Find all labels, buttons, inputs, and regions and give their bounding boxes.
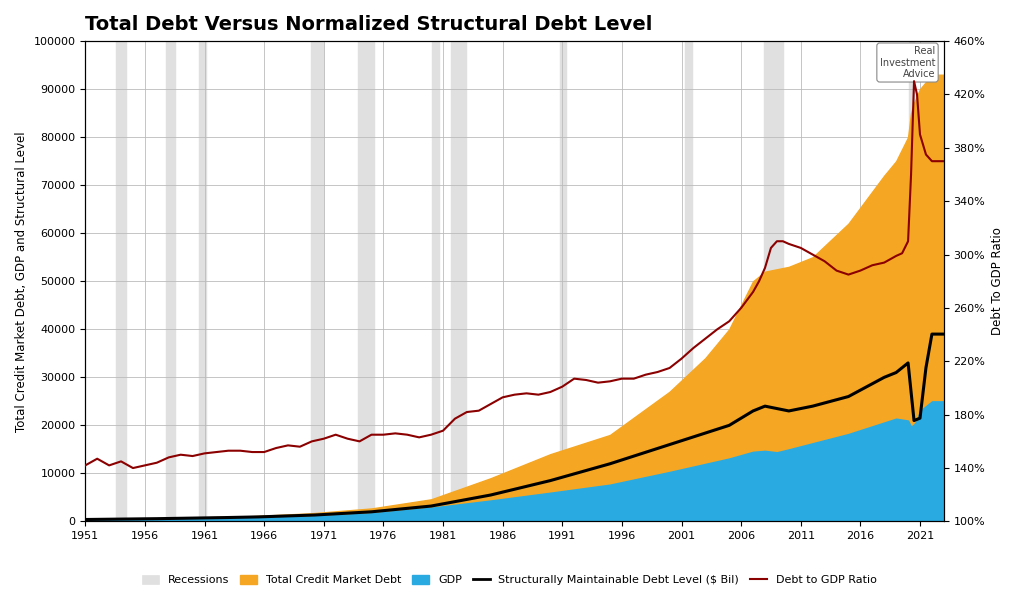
Bar <box>685 41 692 521</box>
Bar <box>451 41 466 521</box>
Legend: Recessions, Total Credit Market Debt, GDP, Structurally Maintainable Debt Level : Recessions, Total Credit Market Debt, GD… <box>138 570 881 590</box>
Bar <box>764 41 783 521</box>
Bar <box>166 41 174 521</box>
Bar <box>116 41 125 521</box>
Bar <box>559 41 566 521</box>
Y-axis label: Total Credit Market Debt, GDP and Structural Level: Total Credit Market Debt, GDP and Struct… <box>15 131 28 432</box>
Text: Total Debt Versus Normalized Structural Debt Level: Total Debt Versus Normalized Structural … <box>86 15 652 34</box>
Bar <box>909 41 914 521</box>
Bar <box>199 41 206 521</box>
Bar <box>311 41 323 521</box>
Bar <box>359 41 374 521</box>
Y-axis label: Debt To GDP Ratio: Debt To GDP Ratio <box>991 227 1004 335</box>
Text: Real
Investment
Advice: Real Investment Advice <box>879 46 935 79</box>
Bar <box>432 41 439 521</box>
